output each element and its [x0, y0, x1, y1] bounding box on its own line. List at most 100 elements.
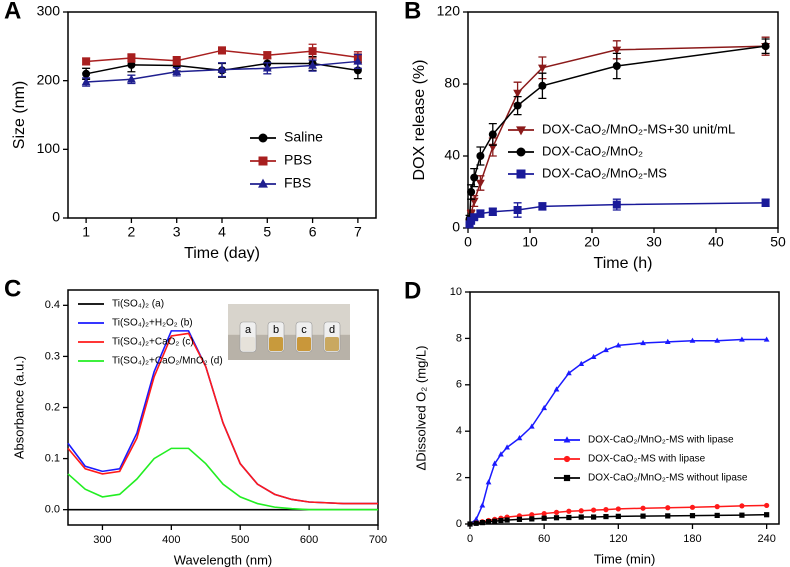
marker [664, 338, 671, 344]
plot-frame [469, 291, 780, 525]
x-axis-title: Wavelength (nm) [174, 552, 273, 567]
y-axis-title: ΔDissolved O₂ (mg/L) [413, 346, 428, 471]
marker [566, 514, 572, 521]
marker [491, 460, 498, 466]
x-tick-label: 50 [770, 234, 786, 250]
panel-label: A [4, 0, 21, 24]
y-axis-title: Absorbance (a.u.) [11, 356, 26, 459]
y-tick-label: 0.1 [45, 452, 60, 464]
legend-label: DOX-CaO₂/MnO₂-MS+30 unit/mL [542, 121, 735, 136]
y-tick-label: 0 [452, 219, 460, 235]
marker [473, 516, 480, 522]
x-tick-label: 4 [218, 224, 226, 240]
marker [516, 126, 526, 136]
x-tick-label: 40 [708, 234, 724, 250]
marker [479, 520, 485, 526]
plot-frame [67, 11, 377, 219]
marker [516, 147, 526, 157]
series-line [67, 447, 378, 511]
x-tick-label: 60 [538, 533, 550, 545]
marker [485, 519, 492, 525]
marker [504, 517, 510, 523]
x-tick-label: 7 [354, 224, 362, 240]
x-tick-label: 180 [683, 533, 701, 545]
x-tick-label: 500 [231, 534, 249, 546]
marker [603, 513, 609, 520]
marker [689, 337, 696, 343]
marker [479, 502, 486, 508]
legend-label: Ti(SO₄)₂ (a) [112, 299, 164, 310]
x-axis-title: Time (day) [184, 245, 260, 262]
y-tick-label: 0 [456, 518, 462, 530]
marker [81, 77, 91, 86]
marker [612, 62, 621, 70]
marker [563, 436, 571, 443]
marker [513, 89, 522, 98]
legend-label: Ti(SO₄)₂+CaO₂ (c) [112, 337, 194, 348]
marker [488, 130, 497, 139]
y-tick-label: 0.4 [45, 299, 60, 311]
x-tick-label: 10 [522, 234, 538, 250]
marker [640, 505, 646, 511]
x-tick-label: 20 [584, 234, 600, 250]
x-tick-label: 3 [173, 224, 181, 240]
marker [473, 520, 479, 526]
marker [714, 512, 720, 519]
marker [127, 74, 136, 83]
y-tick-label: 100 [37, 140, 61, 156]
inset-label: c [301, 324, 307, 336]
y-tick-label: 2 [456, 472, 462, 484]
marker [714, 504, 720, 510]
y-tick-label: 0 [52, 209, 60, 225]
marker [553, 515, 560, 521]
marker [217, 64, 227, 73]
series-line [469, 504, 767, 525]
marker [538, 64, 547, 73]
marker [665, 505, 671, 511]
marker [689, 513, 696, 519]
marker [578, 360, 585, 366]
marker [553, 509, 560, 515]
marker [513, 101, 522, 110]
marker [763, 336, 770, 342]
series-line [67, 332, 378, 505]
legend-label: DOX-CaO₂/MnO₂ [542, 143, 643, 158]
marker [258, 178, 268, 188]
x-tick-label: 240 [757, 533, 775, 545]
marker [553, 386, 560, 392]
x-axis-title: Time (min) [594, 551, 656, 566]
marker [541, 404, 548, 411]
marker [516, 169, 526, 179]
legend-label: DOX-CaO₂/MnO₂-MS [542, 165, 667, 180]
marker [615, 513, 621, 519]
x-tick-label: 1 [82, 224, 90, 240]
plot-frame [467, 11, 779, 229]
legend-label: DOX-CaO₂-MS with lipase [588, 454, 706, 465]
marker [541, 515, 547, 521]
marker [516, 516, 523, 522]
marker [538, 81, 547, 90]
marker [467, 521, 473, 527]
marker [470, 213, 479, 222]
legend-label: Ti(SO₄)₂+H₂O₂ (b) [112, 318, 193, 329]
marker [470, 173, 479, 182]
marker [127, 60, 136, 69]
marker [308, 60, 317, 69]
x-tick-label: 6 [309, 224, 317, 240]
marker [603, 507, 609, 513]
y-tick-label: 4 [456, 425, 462, 437]
marker [172, 66, 182, 75]
y-tick-label: 0.2 [45, 401, 60, 413]
marker [172, 56, 181, 65]
marker [353, 56, 363, 65]
marker [739, 512, 745, 518]
marker [529, 516, 535, 522]
marker [476, 152, 485, 160]
x-axis-title: Time (h) [594, 255, 653, 272]
y-tick-label: 200 [37, 71, 61, 87]
marker [689, 504, 696, 510]
marker [640, 339, 646, 346]
y-tick-label: 40 [444, 147, 460, 163]
marker [467, 188, 476, 196]
